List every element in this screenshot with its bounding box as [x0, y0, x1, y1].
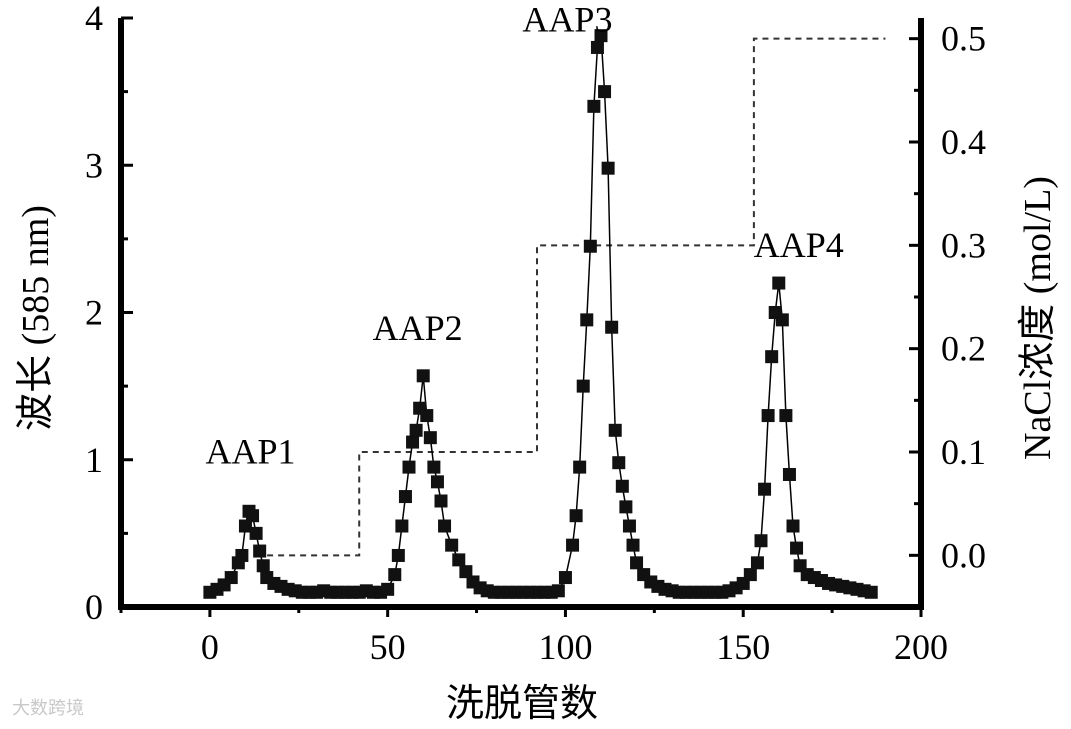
absorbance-point: [445, 538, 459, 552]
y-left-tick-label: 3: [85, 145, 103, 185]
absorbance-series-layer: [203, 29, 878, 599]
absorbance-point: [256, 559, 270, 573]
x-tick-label: 0: [201, 627, 219, 667]
y-right-axis-title: NaCl浓度 (mol/L): [1017, 176, 1059, 460]
y-right-tick-label: 0.5: [941, 19, 986, 59]
absorbance-point: [388, 568, 402, 582]
plot-frame: [118, 18, 924, 610]
absorbance-point: [406, 435, 420, 449]
x-axis-title: 洗脱管数: [446, 683, 598, 725]
absorbance-point: [569, 509, 583, 523]
absorbance-point: [398, 490, 412, 504]
absorbance-point: [235, 548, 249, 562]
absorbance-point: [381, 582, 395, 596]
absorbance-point: [551, 584, 565, 598]
absorbance-point: [238, 519, 252, 533]
absorbance-point: [601, 161, 615, 175]
y-right-tick-label: 0.1: [941, 432, 986, 472]
absorbance-point: [416, 369, 430, 383]
absorbance-point: [409, 423, 423, 437]
absorbance-point: [786, 519, 800, 533]
absorbance-point: [598, 85, 612, 99]
absorbance-point: [434, 494, 448, 508]
absorbance-point: [782, 467, 796, 481]
absorbance-point: [452, 553, 466, 567]
absorbance-point: [622, 519, 636, 533]
absorbance-point: [249, 526, 263, 540]
absorbance-point: [583, 239, 597, 253]
x-tick-label: 200: [894, 627, 948, 667]
absorbance-point: [427, 460, 441, 474]
peak-label-aap2: AAP2: [373, 308, 463, 348]
absorbance-point: [772, 276, 786, 290]
absorbance-point: [438, 519, 452, 533]
absorbance-point: [758, 482, 772, 496]
x-tick-label: 150: [716, 627, 770, 667]
absorbance-point: [430, 475, 444, 489]
x-tick-label: 100: [538, 627, 592, 667]
x-tick-label: 50: [370, 627, 406, 667]
absorbance-point: [608, 423, 622, 437]
absorbance-point: [779, 409, 793, 423]
absorbance-point: [573, 460, 587, 474]
ticks-layer: 0 50 100 150 200 0 1 2 3 4 0.0 0.1 0.2 0.3 0.4 0.5: [85, 0, 986, 667]
absorbance-point: [566, 538, 580, 552]
absorbance-point: [615, 479, 629, 493]
nacl-gradient-layer: [256, 37, 886, 557]
absorbance-point: [790, 541, 804, 555]
y-left-tick-label: 2: [85, 293, 103, 333]
absorbance-point: [619, 500, 633, 514]
absorbance-point: [395, 519, 409, 533]
y-left-tick-label: 4: [85, 0, 103, 38]
absorbance-point: [864, 585, 878, 599]
absorbance-point: [590, 40, 604, 54]
absorbance-point: [402, 460, 416, 474]
absorbance-point: [761, 409, 775, 423]
y-right-tick-label: 0.3: [941, 225, 986, 265]
peak-label-aap1: AAP1: [206, 431, 296, 471]
annotation-layer: AAP1 AAP2 AAP3 AAP4: [206, 0, 844, 471]
nacl-gradient-line: [256, 37, 886, 557]
absorbance-point: [587, 99, 601, 113]
absorbance-point: [626, 538, 640, 552]
absorbance-point: [743, 568, 757, 582]
absorbance-point: [594, 29, 608, 43]
absorbance-point: [246, 509, 260, 523]
absorbance-point: [605, 320, 619, 334]
absorbance-point: [775, 313, 789, 327]
absorbance-point: [576, 379, 590, 393]
y-left-axis-title: 波长 (585 nm): [15, 205, 57, 431]
absorbance-point: [253, 544, 267, 558]
absorbance-point: [754, 534, 768, 548]
absorbance-point: [423, 431, 437, 445]
absorbance-point: [612, 456, 626, 470]
peak-label-aap3: AAP3: [522, 0, 612, 40]
absorbance-point: [558, 571, 572, 585]
absorbance-point: [391, 548, 405, 562]
absorbance-point: [420, 409, 434, 423]
y-left-tick-label: 0: [85, 587, 103, 627]
y-right-tick-label: 0.0: [941, 535, 986, 575]
absorbance-point: [459, 565, 473, 579]
absorbance-point: [765, 350, 779, 364]
absorbance-point: [630, 556, 644, 570]
y-right-tick-label: 0.4: [941, 122, 986, 162]
y-left-tick-label: 1: [85, 440, 103, 480]
watermark: 大数跨境: [12, 698, 84, 719]
absorbance-point: [224, 571, 238, 585]
y-right-tick-label: 0.2: [941, 329, 986, 369]
absorbance-point: [580, 313, 594, 327]
absorbance-point: [750, 556, 764, 570]
peak-label-aap4: AAP4: [754, 225, 844, 265]
